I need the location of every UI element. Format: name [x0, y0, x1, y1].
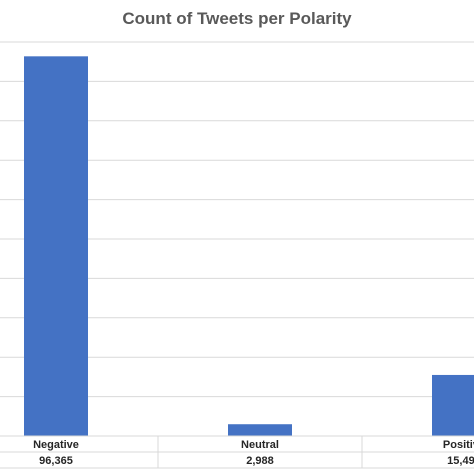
- value-label: 2,988: [246, 455, 274, 467]
- bars: [24, 56, 474, 436]
- value-label: 96,365: [39, 455, 73, 467]
- bar-positive: [432, 374, 474, 436]
- bar-negative: [24, 56, 88, 436]
- chart-title: Count of Tweets per Polarity: [122, 9, 352, 28]
- bar-neutral: [228, 424, 292, 436]
- category-label: Negative: [33, 439, 79, 451]
- category-label: Neutral: [241, 439, 279, 451]
- category-label: Positive: [443, 439, 474, 451]
- data-table: Negative 96,365 Neutral 2,988 Positive 15,494: [0, 435, 474, 469]
- value-label: 15,494: [447, 455, 474, 467]
